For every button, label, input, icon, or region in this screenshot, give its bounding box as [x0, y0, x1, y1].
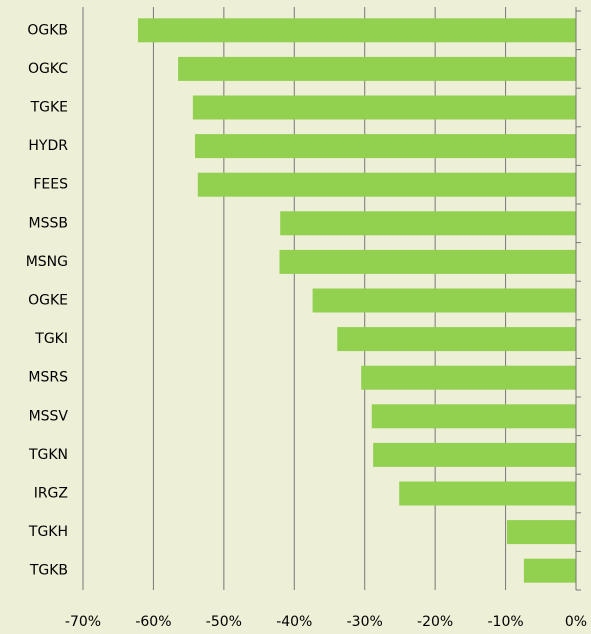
x-tick-label: -30% — [347, 614, 383, 630]
y-tick-label: IRGZ — [34, 486, 68, 502]
bar — [399, 481, 576, 506]
bar — [361, 365, 576, 390]
bar — [197, 172, 576, 197]
y-tick-label: OGKB — [27, 22, 68, 38]
bar — [194, 134, 576, 159]
y-tick-label: MSSV — [29, 408, 69, 424]
y-tick-label: TGKN — [28, 447, 68, 463]
bar — [371, 404, 576, 429]
y-tick-label: TGKE — [30, 100, 68, 116]
y-tick-label: FEES — [33, 177, 68, 193]
y-tick-label: TGKI — [34, 331, 68, 347]
bar — [506, 520, 576, 545]
bar — [337, 327, 576, 352]
bar — [312, 288, 576, 313]
y-tick-label: TGKH — [28, 524, 68, 540]
y-tick-label: OGKE — [28, 293, 68, 309]
x-tick-label: -60% — [135, 614, 171, 630]
x-tick-label: 0% — [565, 614, 587, 630]
x-tick-label: -50% — [206, 614, 242, 630]
bar — [137, 18, 577, 43]
bar — [523, 558, 576, 583]
y-tick-label: TGKB — [29, 563, 68, 579]
x-tick-label: -20% — [417, 614, 453, 630]
y-tick-label: MSNG — [26, 254, 68, 270]
y-tick-label: MSRS — [28, 370, 68, 386]
y-tick-label: OGKC — [28, 61, 68, 77]
bar — [280, 211, 576, 236]
x-tick-label: -10% — [487, 614, 523, 630]
x-tick-label: -40% — [276, 614, 312, 630]
bar — [178, 56, 577, 81]
bar — [192, 95, 576, 120]
bar — [279, 249, 576, 274]
x-tick-label: -70% — [65, 614, 101, 630]
y-tick-label: HYDR — [28, 138, 68, 154]
bar — [373, 442, 576, 467]
y-tick-label: MSSB — [29, 215, 68, 231]
